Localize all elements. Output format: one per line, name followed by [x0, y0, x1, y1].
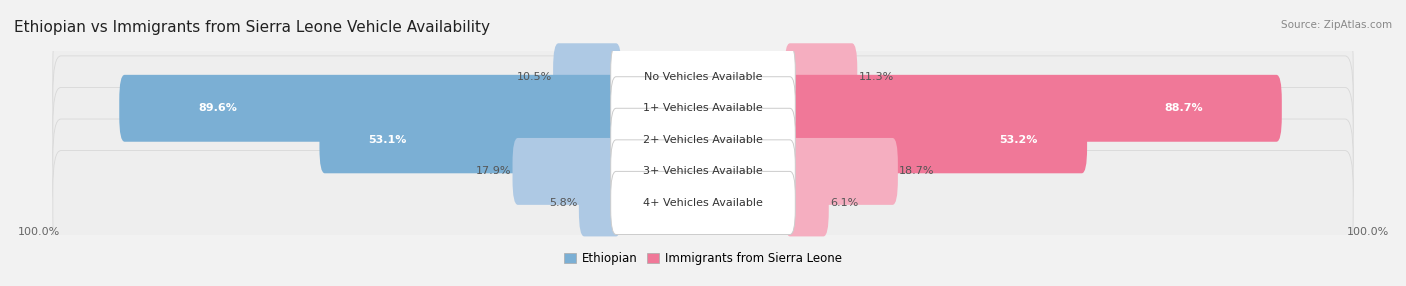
- Text: 88.7%: 88.7%: [1164, 103, 1204, 113]
- Text: 1+ Vehicles Available: 1+ Vehicles Available: [643, 103, 763, 113]
- Text: 17.9%: 17.9%: [475, 166, 512, 176]
- FancyBboxPatch shape: [785, 75, 1282, 142]
- FancyBboxPatch shape: [610, 140, 796, 203]
- FancyBboxPatch shape: [513, 138, 621, 205]
- Text: Ethiopian vs Immigrants from Sierra Leone Vehicle Availability: Ethiopian vs Immigrants from Sierra Leon…: [14, 20, 491, 35]
- Text: 10.5%: 10.5%: [516, 72, 551, 82]
- Text: 18.7%: 18.7%: [900, 166, 935, 176]
- Text: 100.0%: 100.0%: [17, 227, 59, 237]
- FancyBboxPatch shape: [610, 45, 796, 108]
- FancyBboxPatch shape: [610, 108, 796, 171]
- Text: Source: ZipAtlas.com: Source: ZipAtlas.com: [1281, 20, 1392, 30]
- Text: 6.1%: 6.1%: [830, 198, 858, 208]
- FancyBboxPatch shape: [53, 56, 1353, 161]
- FancyBboxPatch shape: [785, 106, 1087, 173]
- Text: 5.8%: 5.8%: [550, 198, 578, 208]
- Text: 11.3%: 11.3%: [859, 72, 894, 82]
- Text: 2+ Vehicles Available: 2+ Vehicles Available: [643, 135, 763, 145]
- Text: 89.6%: 89.6%: [198, 103, 238, 113]
- Text: 4+ Vehicles Available: 4+ Vehicles Available: [643, 198, 763, 208]
- FancyBboxPatch shape: [785, 43, 858, 110]
- FancyBboxPatch shape: [53, 119, 1353, 224]
- FancyBboxPatch shape: [53, 24, 1353, 129]
- Text: 100.0%: 100.0%: [1347, 227, 1389, 237]
- Text: 3+ Vehicles Available: 3+ Vehicles Available: [643, 166, 763, 176]
- FancyBboxPatch shape: [53, 150, 1353, 255]
- FancyBboxPatch shape: [785, 170, 828, 237]
- Legend: Ethiopian, Immigrants from Sierra Leone: Ethiopian, Immigrants from Sierra Leone: [561, 249, 845, 269]
- FancyBboxPatch shape: [120, 75, 621, 142]
- FancyBboxPatch shape: [553, 43, 621, 110]
- FancyBboxPatch shape: [610, 171, 796, 235]
- Text: 53.2%: 53.2%: [1000, 135, 1038, 145]
- FancyBboxPatch shape: [785, 138, 898, 205]
- FancyBboxPatch shape: [610, 77, 796, 140]
- FancyBboxPatch shape: [53, 88, 1353, 192]
- FancyBboxPatch shape: [319, 106, 621, 173]
- FancyBboxPatch shape: [579, 170, 621, 237]
- Text: 53.1%: 53.1%: [368, 135, 406, 145]
- Text: No Vehicles Available: No Vehicles Available: [644, 72, 762, 82]
